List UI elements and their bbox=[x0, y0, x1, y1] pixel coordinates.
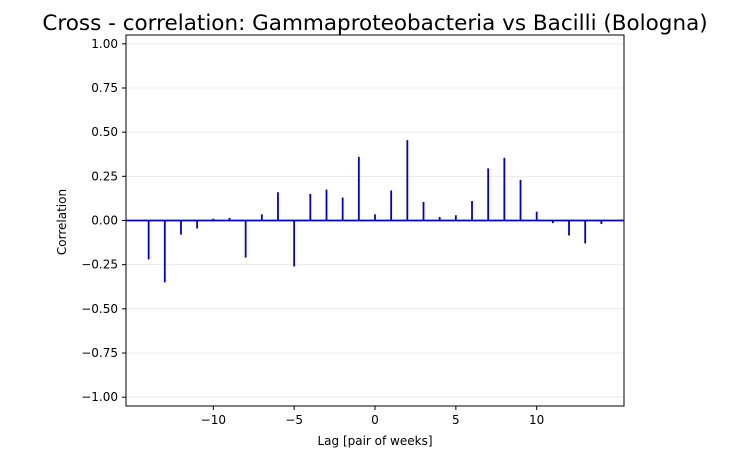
y-tick-label: 0.75 bbox=[91, 81, 118, 95]
y-axis-ticks: −1.00 −0.75 −0.50 −0.25 0.00 0.25 0.50 0.75 1.00 bbox=[81, 37, 126, 404]
y-tick-label: −0.25 bbox=[81, 258, 118, 272]
y-tick-label: 1.00 bbox=[91, 37, 118, 51]
chart-title: Cross - correlation: Gammaproteobacteria… bbox=[42, 11, 707, 36]
x-tick-label: −5 bbox=[285, 413, 303, 427]
correlation-bars bbox=[147, 140, 603, 283]
y-axis-label: Correlation bbox=[55, 189, 69, 255]
x-axis-label: Lag [pair of weeks] bbox=[317, 434, 432, 448]
y-tick-label: 0.00 bbox=[91, 214, 118, 228]
x-tick-label: 0 bbox=[371, 413, 379, 427]
x-axis-ticks: −10 −5 0 5 10 bbox=[201, 406, 544, 427]
x-tick-label: −10 bbox=[201, 413, 226, 427]
x-tick-label: 10 bbox=[529, 413, 544, 427]
y-tick-label: −1.00 bbox=[81, 390, 118, 404]
y-tick-label: 0.50 bbox=[91, 125, 118, 139]
y-tick-label: −0.75 bbox=[81, 346, 118, 360]
y-tick-label: −0.50 bbox=[81, 302, 118, 316]
y-tick-label: 0.25 bbox=[91, 169, 118, 183]
x-tick-label: 5 bbox=[452, 413, 460, 427]
